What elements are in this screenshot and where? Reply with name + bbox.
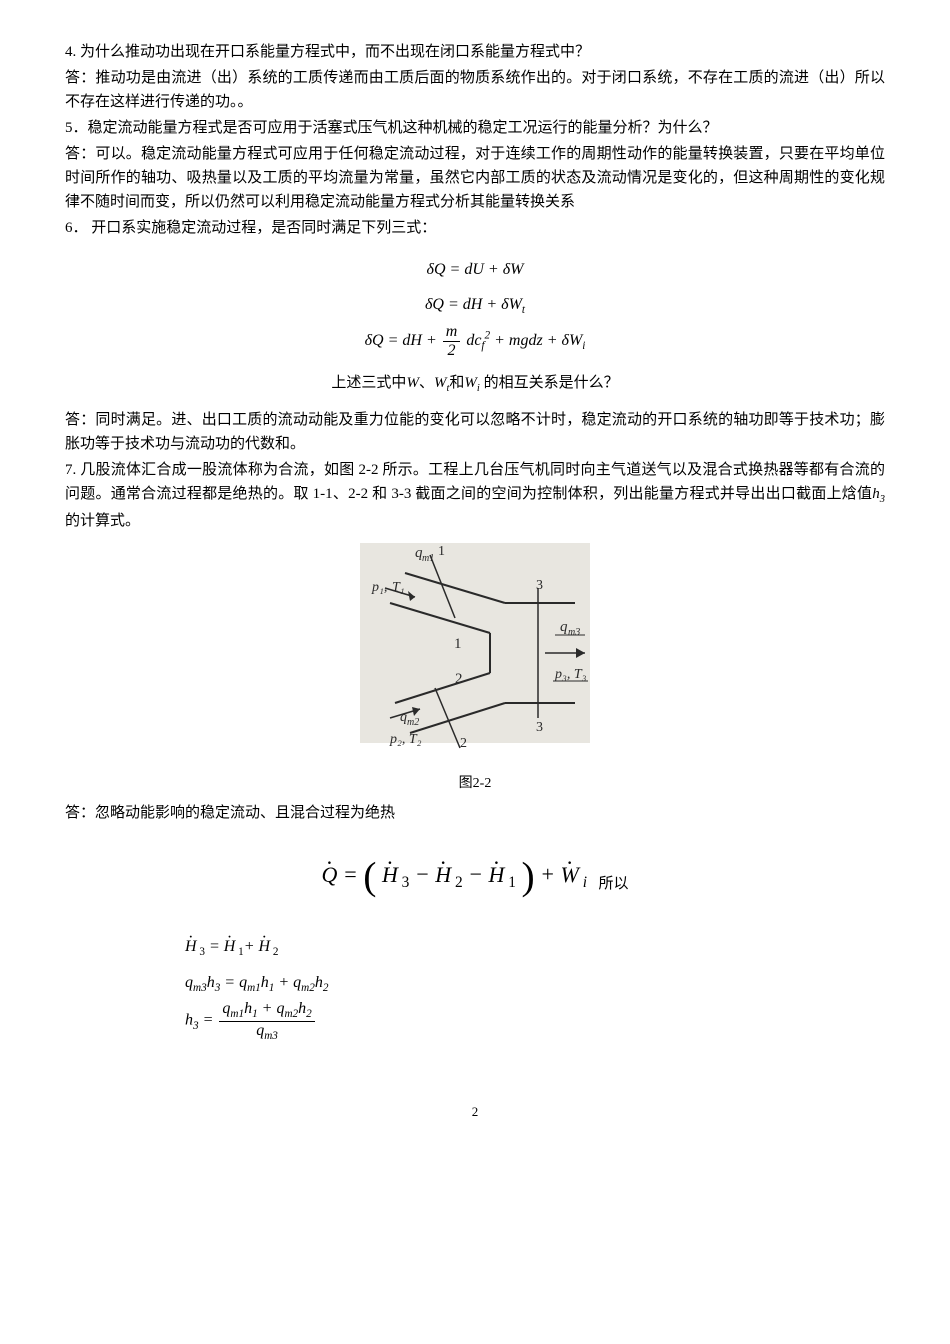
q7-answer-pre: 答：忽略动能影响的稳定流动、且混合过程为绝热 — [65, 801, 885, 825]
q5-answer: 答：可以。稳定流动能量方程式可应用于任何稳定流动过程，对于连续工作的周期性动作的… — [65, 142, 885, 214]
q6-prompt: 6． 开口系实施稳定流动过程，是否同时满足下列三式： — [65, 216, 885, 240]
eq1: δQ = dU + δW — [65, 252, 885, 287]
svg-text:T₁: T₁ — [392, 580, 405, 595]
q6-mid: 上述三式中W、Wt和Wi 的相互关系是什么？ — [65, 371, 885, 398]
svg-text:m1: m1 — [422, 553, 434, 564]
svg-text:1: 1 — [454, 636, 462, 652]
q7-derivation: H 3 = H 1+ H 2 qm3h3 = qm1h1 + qm2h2 h3 … — [185, 929, 885, 1043]
eq3: δQ = dH + m2 dcf2 + mgdz + δWi — [65, 323, 885, 359]
figure-caption: 图2-2 — [65, 773, 885, 795]
page-number: 2 — [65, 1102, 885, 1123]
svg-text:p₃, T₃: p₃, T₃ — [554, 667, 587, 682]
q6-answer: 答：同时满足。进、出口工质的流动动能及重力位能的变化可以忽略不计时，稳定流动的开… — [65, 408, 885, 456]
q7-big-eq: Q = ( H 3 − H 2 − H 1 ) + W i 所以 — [65, 845, 885, 908]
eq2: δQ = dH + δWt — [65, 287, 885, 323]
svg-text:m2: m2 — [407, 717, 419, 728]
q4-prompt: 4. 为什么推动功出现在开口系能量方程式中，而不出现在闭口系能量方程式中？ — [65, 40, 885, 64]
svg-text:1: 1 — [438, 544, 445, 559]
svg-text:p₁,: p₁, — [371, 580, 387, 595]
svg-text:p₂, T₂: p₂, T₂ — [389, 732, 422, 747]
svg-text:2: 2 — [460, 736, 467, 751]
figure-2-2: q m1 p₁, T₁ 1 1 2 2 3 3 q m3 p₃, T₃ q m2… — [65, 543, 885, 795]
svg-text:2: 2 — [455, 671, 463, 687]
q7-prompt: 7. 几股流体汇合成一股流体称为合流，如图 2-2 所示。工程上几台压气机同时向… — [65, 458, 885, 533]
q4-answer: 答：推动功是由流进（出）系统的工质传递而由工质后面的物质系统作出的。对于闭口系统… — [65, 66, 885, 114]
svg-text:3: 3 — [536, 578, 543, 593]
q5-prompt: 5．稳定流动能量方程式是否可应用于活塞式压气机这种机械的稳定工况运行的能量分析？… — [65, 116, 885, 140]
svg-text:q: q — [560, 619, 568, 635]
svg-text:q: q — [400, 710, 407, 725]
svg-text:m3: m3 — [568, 627, 580, 638]
svg-text:3: 3 — [536, 720, 543, 735]
q6-equations: δQ = dU + δW δQ = dH + δWt δQ = dH + m2 … — [65, 252, 885, 359]
